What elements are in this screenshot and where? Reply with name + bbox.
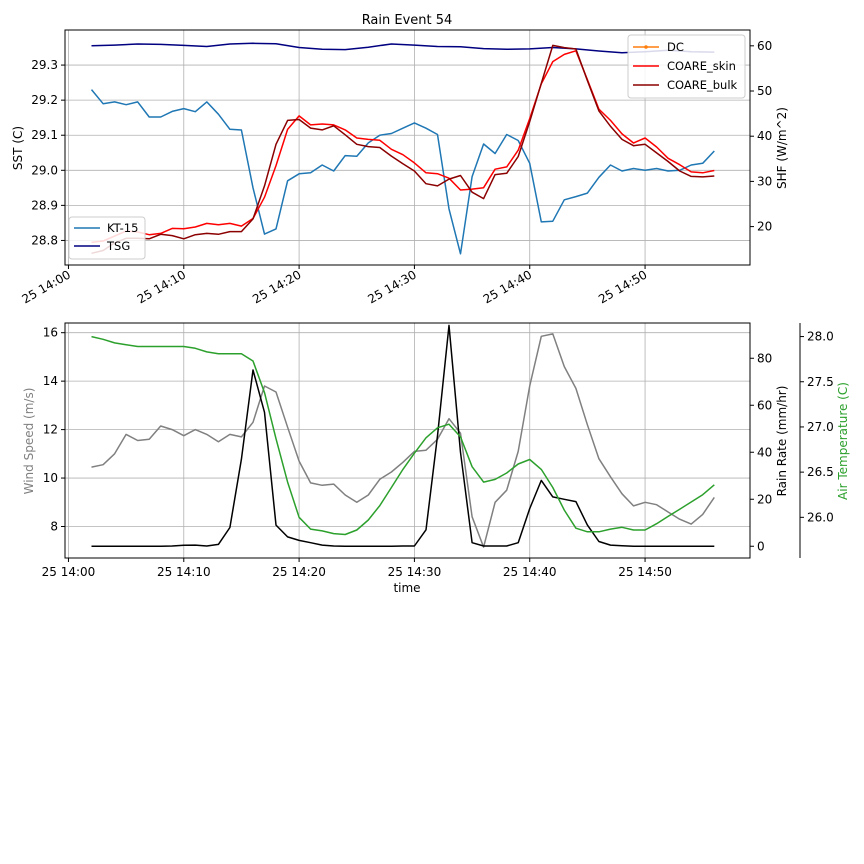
legend-marker-dc [644,45,648,49]
x-tick-label: 25 14:00 [42,565,96,579]
air-temp-tick-label: 28.0 [807,330,834,344]
legend-label-coare-bulk: COARE_bulk [667,78,738,92]
wind-tick-label: 16 [43,326,58,340]
shf-tick-label: 20 [757,220,772,234]
rain-tick-label: 40 [757,445,772,459]
air-temp-axis-label: Air Temperature (C) [836,382,850,500]
series-line-rain-rate [91,324,715,548]
sst-tick-label: 29.2 [31,93,58,107]
series-line-coare-skin [91,50,715,244]
air-temp-tick-label: 27.5 [807,375,834,389]
rain-tick-label: 60 [757,398,772,412]
x-tick-label: 25 14:40 [503,565,557,579]
legend-label-coare-skin: COARE_skin [667,59,736,73]
rain-tick-label: 0 [757,539,765,553]
top-plot-frame [64,29,751,266]
wind-tick-label: 8 [50,520,58,534]
x-tick-label: 25 14:30 [388,565,442,579]
bottom-plot-frame [64,322,751,559]
bottom-ticks: 25 14:00 25 14:10 25 14:20 25 14:30 25 14:40… [42,326,834,579]
bottom-grid [65,323,750,558]
x-tick-label: 25 14:10 [157,565,211,579]
x-tick-label: 25 14:50 [618,565,672,579]
legend-lower-left: KT-15 TSG [68,216,146,260]
sst-tick-label: 29.1 [31,128,58,142]
x-axis-label: time [393,581,420,595]
rain-rate-axis-label: Rain Rate (mm/hr) [775,386,789,497]
legend-label-tsg: TSG [106,239,130,253]
sst-axis-label: SST (C) [11,126,25,170]
air-temp-tick-label: 27.0 [807,420,834,434]
sst-tick-label: 29.3 [31,58,58,72]
series-line-tsg [91,42,715,54]
series-line-kt-15 [90,89,715,255]
shf-axis-label: SHF (W/m^2) [775,107,789,189]
series-line-air-temperature [91,335,715,536]
legend-upper-right: DC COARE_skin COARE_bulk [627,34,746,99]
series-line-wind-speed [91,333,715,548]
wind-speed-axis-label: Wind Speed (m/s) [22,388,36,495]
chart-title: Rain Event 54 [362,13,453,28]
wind-tick-label: 10 [43,471,58,485]
sst-tick-label: 29.0 [31,163,58,177]
air-temp-tick-label: 26.0 [807,510,834,524]
bottom-series [91,324,715,548]
bottom-panel: 25 14:00 25 14:10 25 14:20 25 14:30 25 14:40… [22,322,850,595]
shf-tick-label: 60 [757,39,772,53]
air-temp-tick-label: 26.5 [807,465,834,479]
sst-tick-label: 28.9 [31,198,58,212]
series-line-coare-bulk [91,44,715,255]
legend-label-kt15: KT-15 [107,221,138,235]
shf-tick-label: 40 [757,129,772,143]
sst-tick-label: 28.8 [31,233,58,247]
shf-tick-label: 50 [757,84,772,98]
rain-tick-label: 80 [757,351,772,365]
x-tick-label: 25 14:20 [272,565,326,579]
shf-tick-label: 30 [757,174,772,188]
rain-tick-label: 20 [757,492,772,506]
legend-label-dc: DC [667,40,684,54]
wind-tick-label: 14 [43,374,58,388]
legend-box [627,34,746,99]
wind-tick-label: 12 [43,423,58,437]
top-series [90,42,715,255]
